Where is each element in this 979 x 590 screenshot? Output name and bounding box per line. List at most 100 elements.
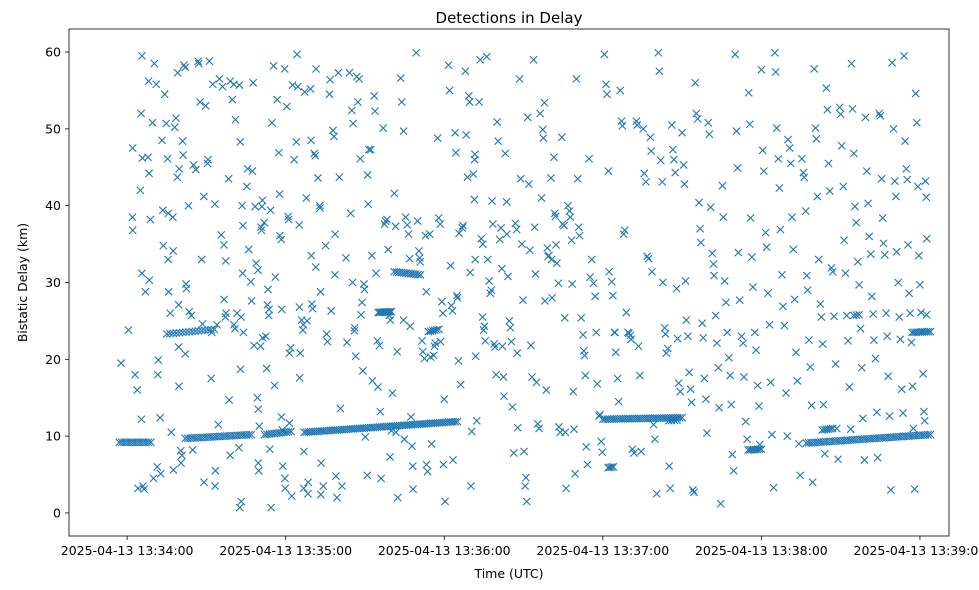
data-point [647,267,656,276]
data-point [332,493,341,502]
data-point [446,261,455,270]
data-point [814,255,823,264]
data-point [818,339,827,348]
data-point [614,397,623,406]
data-point [487,286,496,295]
data-point [817,313,826,322]
data-point [427,439,436,448]
data-point [414,270,423,279]
data-point [184,327,193,336]
data-point [401,213,410,222]
data-point [346,209,355,218]
data-point [771,68,780,77]
data-point [302,194,311,202]
data-point [235,503,244,512]
data-point [689,488,698,497]
data-point [264,311,273,320]
data-point [823,105,832,114]
data-point [399,316,408,325]
data-point [758,146,767,155]
data-point [753,445,762,454]
data-point [390,189,399,198]
data-point [210,200,219,209]
data-point [167,428,176,437]
data-point [513,349,522,358]
data-point [890,177,899,186]
chart-title: Detections in Delay [436,9,583,27]
data-point [260,218,269,227]
data-point [421,231,430,240]
data-point [316,203,325,212]
data-point [910,485,919,494]
data-point [819,400,828,409]
data-point [507,337,516,346]
data-point [140,485,149,494]
data-point [124,326,133,335]
data-point [296,349,305,358]
data-point [366,145,375,154]
data-point [358,366,367,375]
data-point [452,291,461,300]
data-point [572,74,581,83]
data-point [144,153,153,162]
data-point [794,439,803,448]
data-point [673,334,682,343]
data-point [755,445,764,454]
data-point [840,236,849,245]
data-point [280,64,289,73]
data-point [345,68,354,77]
data-point [303,489,312,498]
data-point [695,198,703,207]
y-tick-label: 20 [45,352,61,367]
data-point [377,474,386,483]
data-point [600,50,609,59]
data-point [226,451,235,460]
data-point [355,74,364,83]
data-point [263,300,272,309]
data-point [498,342,507,351]
data-point [528,372,536,381]
data-point [495,235,504,244]
data-point [164,287,173,296]
data-point [256,342,265,351]
data-point [652,489,661,498]
data-point [810,64,819,73]
data-point [284,215,293,224]
data-point [593,379,602,388]
data-point [566,213,575,222]
data-point [327,306,336,315]
data-point [196,97,205,106]
data-point [454,356,463,365]
data-point [433,134,442,143]
data-point [191,165,200,174]
data-point [493,117,502,126]
data-point [353,97,362,106]
data-point [916,308,925,317]
data-point [463,173,472,182]
data-point [538,125,547,134]
data-point [448,455,457,464]
data-point [544,251,553,260]
data-point [321,241,330,250]
data-point [540,296,549,305]
data-point [465,97,474,106]
data-point [678,413,687,422]
data-point [330,132,339,141]
data-point [326,75,335,84]
data-point [277,235,286,244]
data-point [466,268,475,277]
data-point [285,419,294,428]
data-point [523,113,532,122]
data-point [221,257,230,265]
data-point [609,462,618,471]
y-tick-label: 10 [45,429,61,444]
data-point [884,372,893,381]
data-point [164,255,173,264]
data-point [826,424,835,433]
data-point [524,180,533,189]
data-point [182,284,191,293]
data-point [535,424,544,433]
data-point [520,447,529,456]
data-point [172,114,181,123]
data-point [855,310,864,319]
